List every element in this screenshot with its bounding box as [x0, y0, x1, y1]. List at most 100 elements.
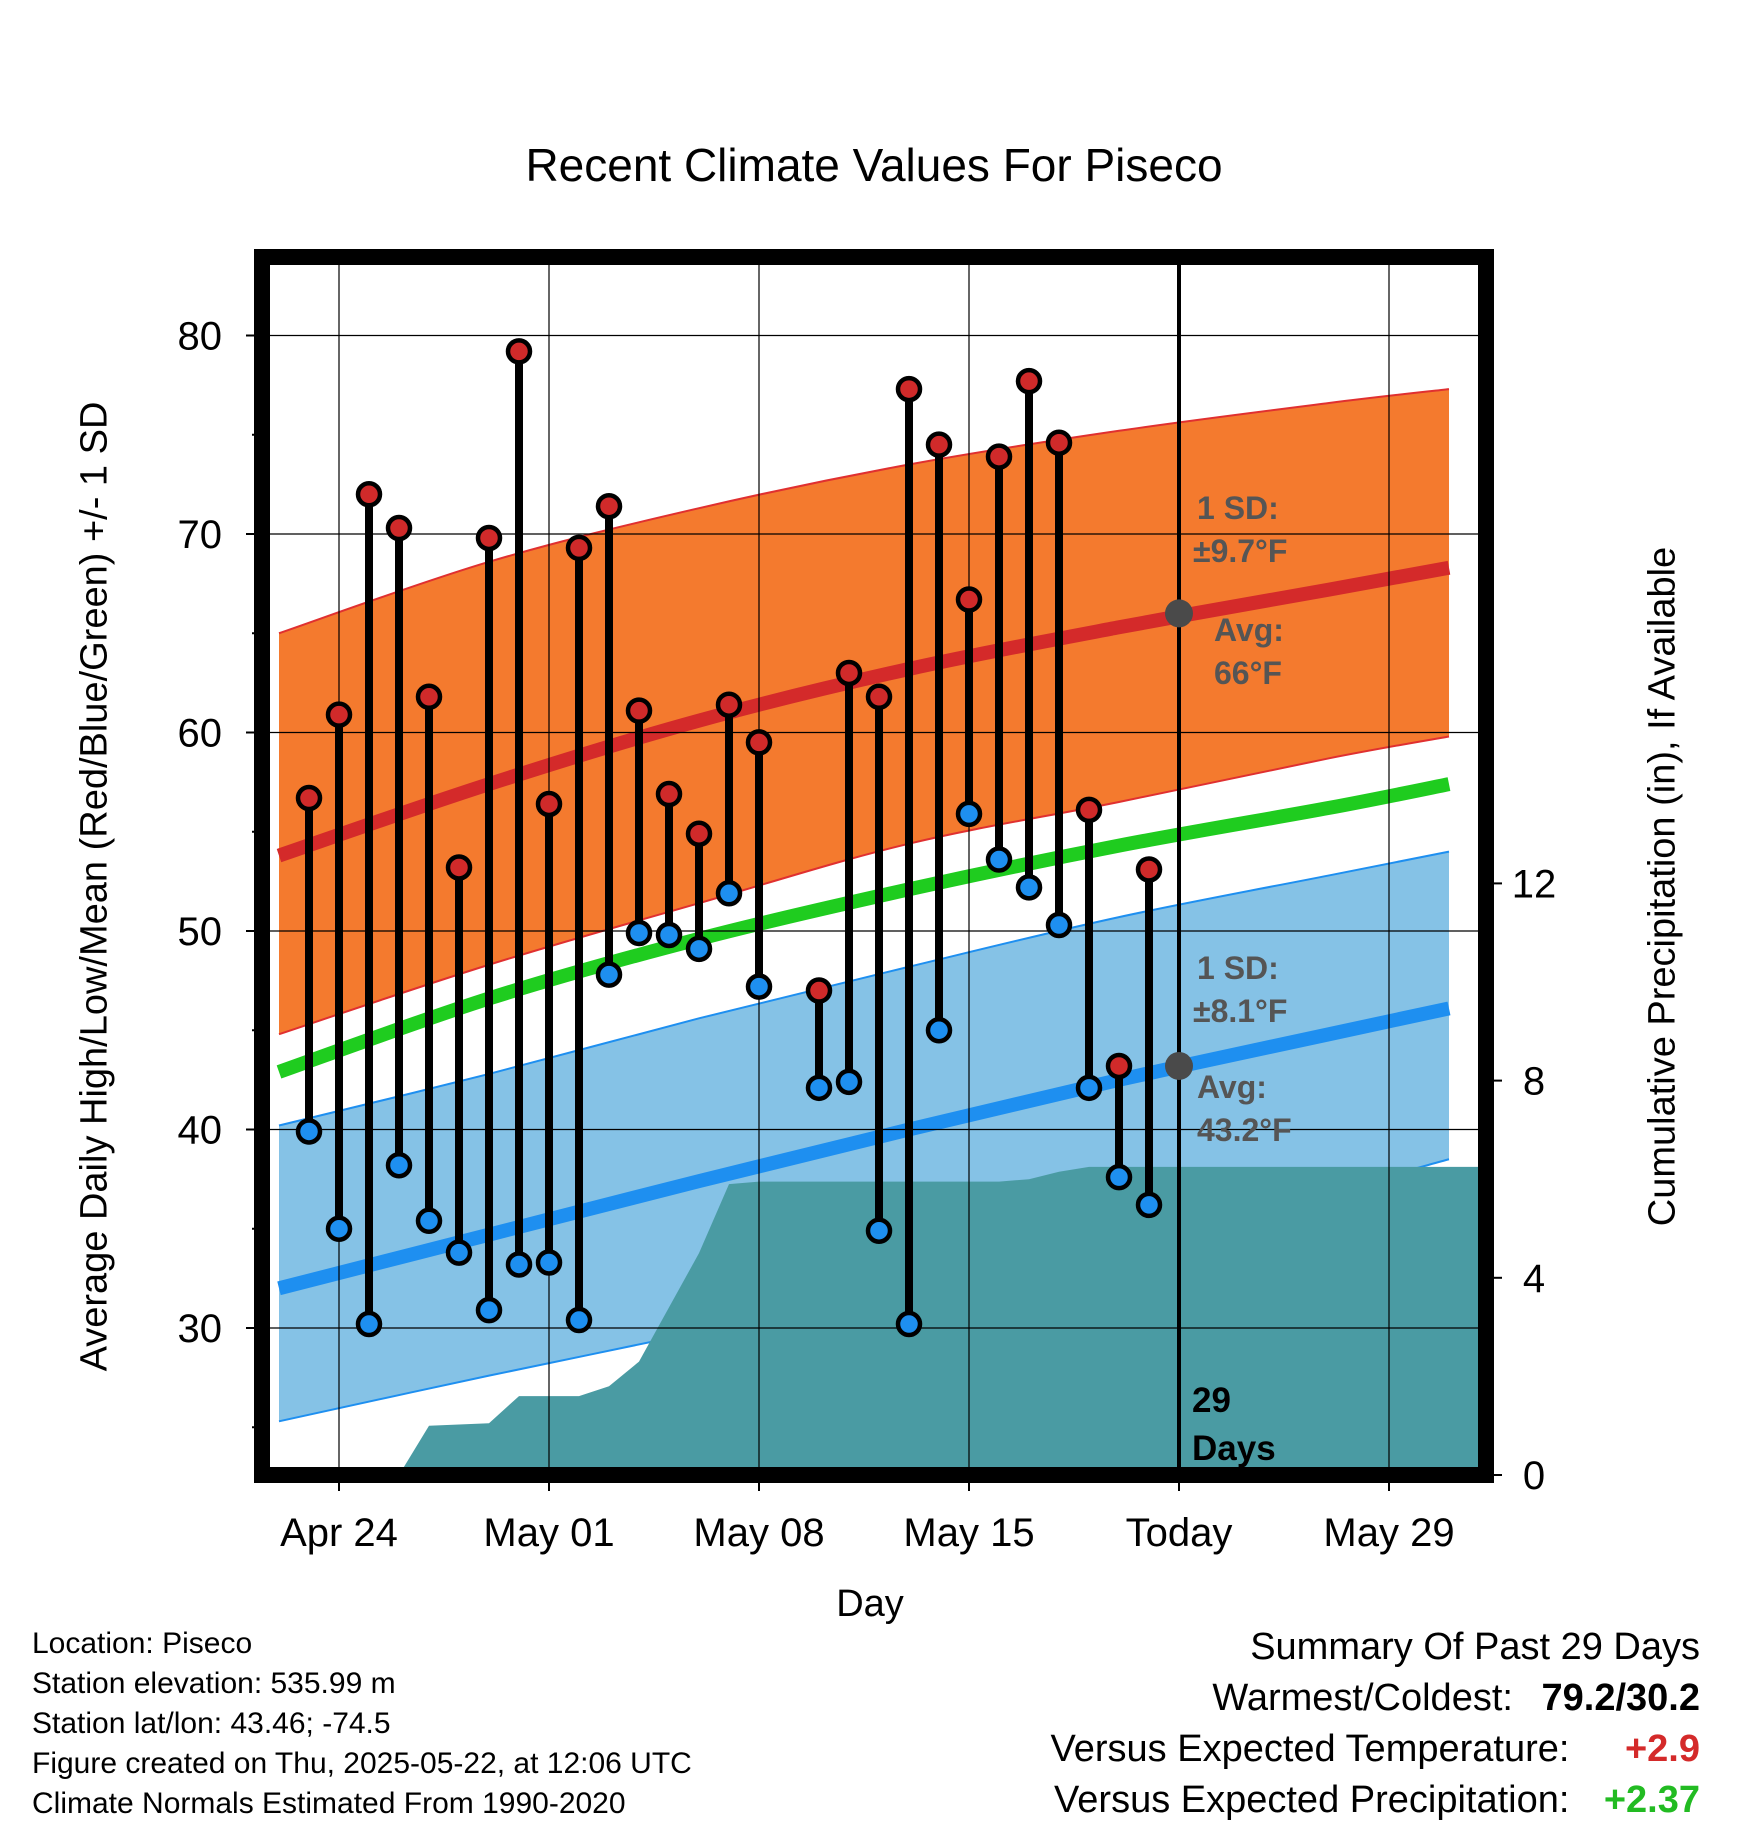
daily-low-point [385, 1151, 413, 1179]
daily-high-point [715, 691, 743, 718]
daily-high-point [955, 586, 983, 613]
daily-low-point [535, 1249, 563, 1276]
latlon-text: Station lat/lon: 43.46; -74.5 [32, 1707, 391, 1740]
daily-high-point [355, 481, 383, 508]
days-word-label: Days [1192, 1429, 1276, 1468]
daily-high-point [295, 784, 323, 812]
warm-cold-row: Warmest/Coldest: 79.2/30.2 [1051, 1673, 1700, 1724]
x-tick-label: May 29 [1323, 1511, 1454, 1555]
daily-high-point [745, 729, 773, 756]
low-sd-label: 1 SD: [1197, 950, 1279, 986]
y-tick-label: 50 [178, 910, 223, 954]
daily-low-point [655, 921, 683, 949]
daily-low-point [415, 1207, 443, 1235]
low-sd-value: ±8.1°F [1193, 993, 1287, 1029]
y2-tick-label: 4 [1523, 1257, 1545, 1301]
x-tick-label: May 15 [903, 1511, 1034, 1555]
daily-high-point [895, 375, 923, 403]
daily-low-point [865, 1217, 893, 1244]
daily-high-point [385, 514, 413, 542]
high-sd-value: ±9.7°F [1193, 533, 1287, 569]
created-text: Figure created on Thu, 2025-05-22, at 12… [32, 1747, 692, 1780]
y-tick-label: 60 [178, 712, 223, 756]
temp-value: +2.9 [1624, 1728, 1700, 1770]
y2-tick-label: 8 [1523, 1060, 1545, 1104]
precip-area [399, 1166, 1486, 1475]
today-avg-high-dot [1165, 599, 1193, 628]
location-text: Location: Piseco [32, 1627, 253, 1660]
daily-low-point [955, 800, 983, 828]
y-tick-label: 30 [178, 1307, 223, 1351]
daily-low-point [595, 961, 623, 988]
daily-low-point [805, 1074, 833, 1102]
daily-low-point [895, 1310, 923, 1338]
daily-high-point [865, 683, 893, 711]
daily-high-point [1105, 1052, 1133, 1080]
warm-cold-value: 79.2/30.2 [1541, 1677, 1700, 1719]
daily-low-point [505, 1251, 533, 1278]
y-tick-label: 70 [178, 513, 223, 557]
elevation-text: Station elevation: 535.99 m [32, 1667, 396, 1700]
daily-high-point [805, 977, 833, 1004]
temp-row: Versus Expected Temperature: +2.9 [1051, 1724, 1700, 1775]
high-avg-label: Avg: [1214, 612, 1284, 648]
station-info: Location: Piseco Station elevation: 535.… [32, 1624, 692, 1824]
daily-low-point [355, 1310, 383, 1338]
high-sd-label: 1 SD: [1197, 490, 1279, 526]
plot-frame [254, 249, 1494, 1483]
low-avg-value: 43.2°F [1197, 1112, 1292, 1148]
y2-tick-label: 12 [1512, 862, 1557, 906]
daily-low-point [685, 935, 713, 963]
daily-low-point [1105, 1163, 1133, 1191]
daily-low-point [1135, 1191, 1163, 1219]
daily-low-point [745, 973, 773, 1000]
warm-cold-label: Warmest/Coldest: [1212, 1677, 1513, 1719]
daily-high-point [625, 697, 653, 724]
x-tick-label: Today [1126, 1511, 1233, 1555]
daily-low-point [325, 1215, 353, 1242]
daily-high-point [595, 492, 623, 520]
daily-low-point [1015, 874, 1043, 901]
daily-high-point [445, 854, 473, 881]
daily-high-point [1015, 367, 1043, 395]
daily-low-point [985, 846, 1013, 873]
y-tick-label: 40 [178, 1109, 223, 1153]
y-axis-label: Average Daily High/Low/Mean (Red/Blue/Gr… [73, 401, 116, 1372]
daily-low-point [445, 1239, 473, 1266]
daily-low-point [565, 1306, 593, 1334]
daily-high-point [655, 780, 683, 808]
x-axis-label: Day [836, 1583, 904, 1625]
normals-text: Climate Normals Estimated From 1990-2020 [32, 1787, 626, 1820]
daily-high-point [1045, 429, 1073, 456]
daily-low-point [715, 880, 743, 907]
precip-label: Versus Expected Precipitation: [1054, 1779, 1570, 1821]
daily-low-point [1045, 911, 1073, 939]
daily-low-point [835, 1068, 863, 1096]
daily-high-point [325, 701, 353, 728]
summary-heading: Summary Of Past 29 Days [1250, 1626, 1700, 1668]
daily-high-point [1075, 796, 1103, 824]
chart-title: Recent Climate Values For Piseco [525, 139, 1223, 191]
y2-tick-label: 0 [1523, 1454, 1545, 1498]
daily-high-point [415, 683, 443, 711]
y-tick-label: 80 [178, 315, 223, 359]
daily-low-point [925, 1017, 953, 1044]
daily-high-point [985, 443, 1013, 470]
daily-high-point [1135, 856, 1163, 883]
daily-high-point [565, 534, 593, 562]
x-tick-label: May 01 [483, 1511, 614, 1555]
x-tick-label: Apr 24 [280, 1511, 398, 1555]
today-avg-low-dot [1165, 1051, 1193, 1080]
days-count-label: 29 [1192, 1381, 1231, 1420]
precip-row: Versus Expected Precipitation: +2.37 [1051, 1775, 1700, 1826]
daily-high-point [535, 790, 563, 818]
daily-low-point [475, 1296, 503, 1324]
daily-high-point [505, 338, 533, 365]
daily-low-point [295, 1118, 323, 1145]
x-tick-label: May 08 [693, 1511, 824, 1555]
low-avg-label: Avg: [1197, 1069, 1267, 1105]
daily-high-point [925, 431, 953, 458]
high-avg-value: 66°F [1214, 655, 1282, 691]
precip-value: +2.37 [1603, 1779, 1700, 1821]
